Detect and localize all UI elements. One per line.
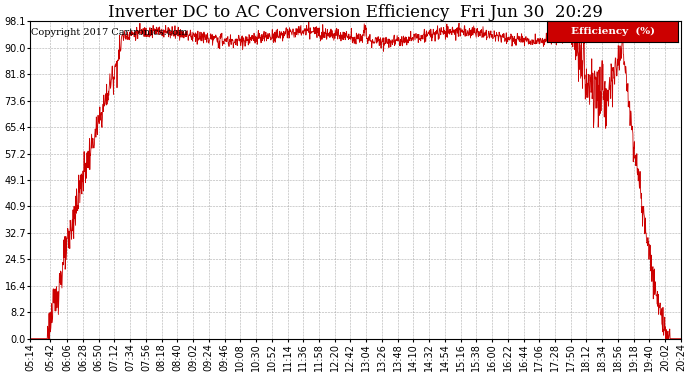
Text: Copyright 2017 Cartronics.com: Copyright 2017 Cartronics.com — [31, 28, 188, 37]
Title: Inverter DC to AC Conversion Efficiency  Fri Jun 30  20:29: Inverter DC to AC Conversion Efficiency … — [108, 4, 603, 21]
